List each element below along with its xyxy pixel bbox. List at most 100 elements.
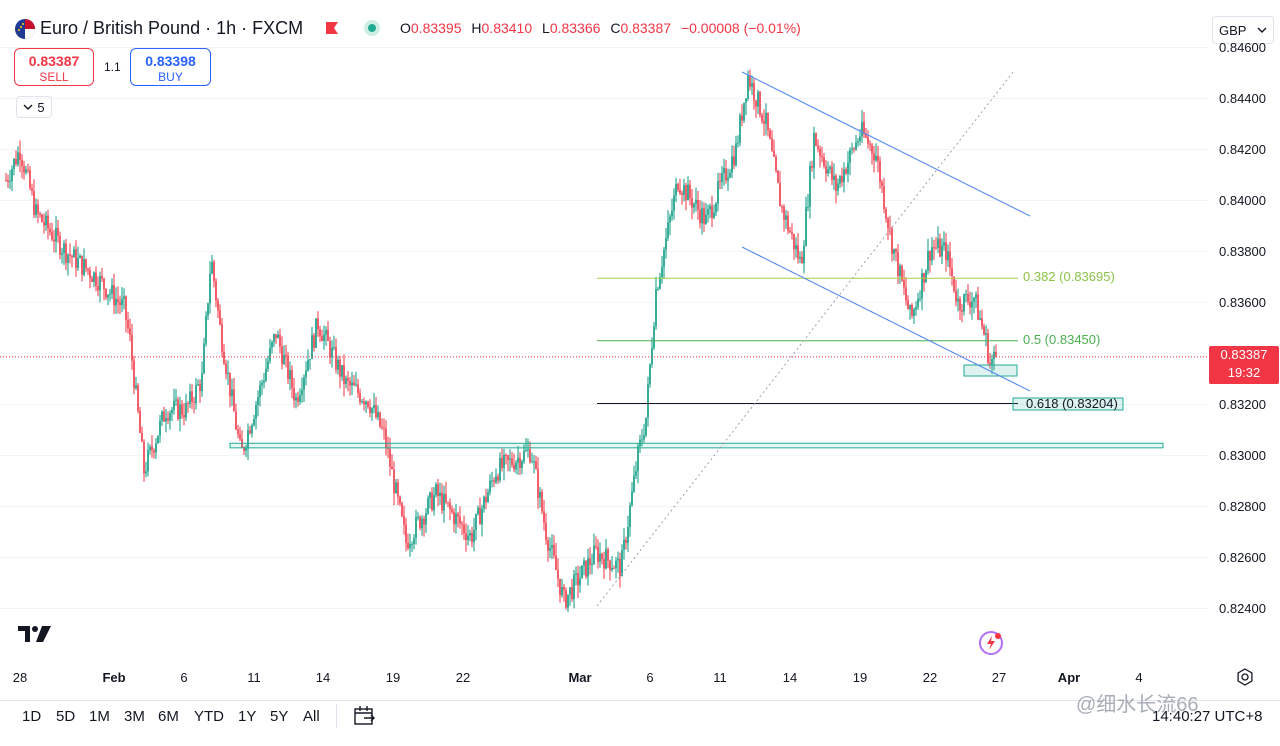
flag-marker-icon[interactable]	[324, 20, 340, 36]
candle-body	[193, 401, 195, 403]
candle-body	[659, 276, 661, 289]
x-tick-label: 22	[455, 670, 471, 685]
candle-body	[5, 180, 7, 182]
candle-body	[981, 318, 983, 327]
calendar-goto-icon[interactable]	[352, 704, 376, 728]
candle-body	[129, 328, 131, 335]
candle-body	[815, 133, 817, 146]
candle-body	[677, 183, 679, 190]
candle-body	[633, 475, 635, 492]
candle-body	[751, 83, 753, 87]
ohlc-readout: O0.83395 H0.83410 L0.83366 C0.83387 −0.0…	[400, 20, 801, 36]
candle-body	[465, 533, 467, 541]
candle-body	[53, 239, 55, 242]
candle-body	[637, 446, 639, 472]
candle-body	[51, 232, 53, 240]
candle-body	[901, 265, 903, 281]
candle-body	[977, 294, 979, 320]
candle-body	[395, 482, 397, 494]
range-button-1y[interactable]: 1Y	[238, 708, 257, 725]
candle-body	[833, 175, 835, 180]
currency-select[interactable]: GBP	[1212, 16, 1274, 44]
range-button-1d[interactable]: 1D	[22, 708, 42, 725]
candle-body	[501, 457, 503, 468]
candle-body	[689, 184, 691, 199]
candle-body	[673, 195, 675, 211]
candle-body	[941, 245, 943, 257]
candle-body	[573, 574, 575, 600]
candle-body	[759, 91, 761, 116]
x-tick-label: 22	[922, 670, 938, 685]
candle-body	[963, 294, 965, 312]
candle-body	[161, 411, 163, 421]
range-button-all[interactable]: All	[303, 708, 320, 725]
candle-body	[419, 516, 421, 529]
candle-body	[787, 215, 789, 231]
y-tick-label: 0.82800	[1219, 498, 1266, 514]
symbol-title[interactable]: Euro / British Pound · 1h · FXCM	[40, 18, 304, 38]
candle-body	[845, 169, 847, 174]
candle-body	[561, 587, 563, 596]
candle-body	[139, 411, 141, 434]
candle-body	[435, 484, 437, 496]
candle-body	[469, 533, 471, 536]
change-value: −0.00008 (−0.01%)	[680, 20, 801, 36]
candle-body	[919, 298, 921, 300]
candle-body	[589, 558, 591, 565]
candle-body	[299, 394, 301, 402]
candle-body	[791, 232, 793, 234]
candle-body	[831, 166, 833, 180]
candle-body	[895, 249, 897, 252]
candle-body	[385, 428, 387, 449]
candle-body	[911, 304, 913, 316]
candle-body	[57, 228, 59, 236]
candle-body	[463, 524, 465, 534]
range-button-3m[interactable]: 3M	[124, 708, 145, 725]
x-tick-label: Feb	[102, 670, 126, 685]
clock[interactable]: 14:40:27 UTC+8	[1152, 708, 1263, 725]
candle-body	[99, 275, 101, 291]
candle-body	[11, 169, 13, 182]
candle-body	[865, 134, 867, 138]
range-button-ytd[interactable]: YTD	[194, 708, 224, 725]
candle-body	[667, 222, 669, 238]
candle-body	[803, 245, 805, 264]
candle-body	[661, 267, 663, 277]
gear-icon[interactable]	[1236, 668, 1254, 686]
candle-body	[843, 169, 845, 183]
candle-body	[371, 408, 373, 414]
candle-body	[143, 441, 145, 474]
candle-body	[871, 144, 873, 154]
lightning-icon[interactable]	[978, 630, 1004, 656]
candle-body	[315, 318, 317, 348]
candle-body	[735, 143, 737, 166]
candle-body	[397, 482, 399, 497]
candle-body	[649, 364, 651, 385]
range-button-5d[interactable]: 5D	[56, 708, 76, 725]
candle-body	[551, 544, 553, 548]
candle-body	[329, 340, 331, 358]
range-button-6m[interactable]: 6M	[158, 708, 179, 725]
current-price: 0.83387	[1220, 347, 1268, 362]
candle-body	[805, 206, 807, 246]
candle-body	[191, 391, 193, 402]
tradingview-logo-icon[interactable]	[18, 624, 56, 644]
range-button-5y[interactable]: 5Y	[270, 708, 289, 725]
candle-body	[785, 215, 787, 220]
candle-body	[75, 249, 77, 268]
drawings[interactable]	[0, 71, 1208, 607]
sell-button[interactable]: 0.83387 SELL	[14, 48, 94, 86]
range-button-1m[interactable]: 1M	[89, 708, 110, 725]
candle-body	[61, 252, 63, 255]
chevron-down-icon	[23, 104, 33, 110]
candle-body	[749, 75, 751, 87]
candle-body	[199, 384, 201, 392]
candle-body	[593, 545, 595, 564]
candle-body	[821, 155, 823, 158]
candle-body	[113, 285, 115, 306]
indicators-toggle-button[interactable]: 5	[16, 96, 52, 118]
buy-button[interactable]: 0.83398 BUY	[130, 48, 211, 86]
candle-body	[477, 507, 479, 514]
